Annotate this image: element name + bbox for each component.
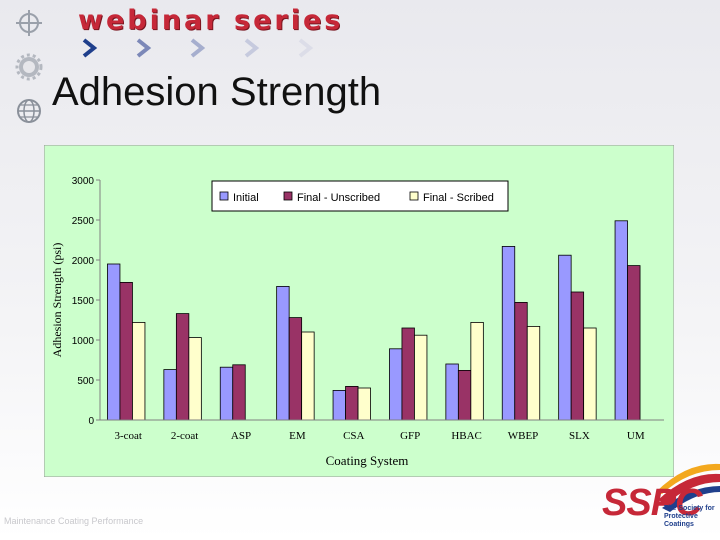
x-tick-label: CSA (343, 430, 364, 442)
crosshair-icon (16, 10, 42, 36)
y-tick-label: 3000 (72, 176, 95, 187)
x-tick-label: UM (627, 430, 645, 442)
x-tick-label: ASP (231, 430, 251, 442)
y-tick-label: 2000 (72, 256, 95, 267)
bar-SLX-2 (570, 291, 585, 421)
bar-ASP-1 (219, 366, 234, 421)
footer-note: Maintenance Coating Performance (4, 516, 144, 526)
x-tick-label: WBEP (508, 430, 539, 442)
legend-label: Final - Unscribed (297, 192, 380, 204)
bar-2-coat-3 (188, 337, 202, 421)
bar-HBAC-2 (457, 369, 472, 421)
bar-GFP-2 (401, 327, 415, 421)
bar-CSA-2 (345, 385, 359, 421)
bar-2-coat-2 (175, 313, 190, 421)
logo-text: SSPC (602, 482, 702, 524)
y-tick-label: 500 (77, 376, 94, 387)
bar-UM-1 (614, 220, 628, 421)
x-tick-label: EM (289, 430, 306, 442)
bar-2-coat-1 (163, 369, 177, 421)
bar-EM-3 (301, 331, 315, 421)
adhesion-chart: 0 500 1000 1500 2000 2500 3000 3-coat 2-coat ASP… (44, 145, 674, 477)
bar-EM-2 (288, 317, 303, 421)
logo-swoosh (656, 463, 720, 512)
x-tick-label: HBAC (451, 430, 482, 442)
legend-box (211, 180, 509, 212)
bar-CSA-3 (357, 387, 371, 421)
legend-swatch (409, 191, 419, 201)
legend-swatch (219, 191, 229, 201)
y-tick-label: 0 (88, 416, 94, 427)
bar-GFP-1 (389, 348, 403, 421)
bar-EM-1 (276, 285, 290, 421)
slide-title: Adhesion Strength (52, 70, 382, 114)
bar-CSA-1 (332, 389, 346, 421)
bar-3-coat-1 (107, 263, 121, 421)
bar-HBAC-1 (445, 363, 459, 421)
logo-subtitle: The Society for Protective Coatings (664, 505, 715, 528)
brand-text: webinar series (78, 5, 344, 36)
bar-HBAC-3 (470, 321, 484, 421)
chevron-right-icon (82, 38, 314, 58)
bar-ASP-2 (232, 364, 246, 421)
x-tick-label: GFP (400, 430, 420, 442)
legend-swatch (283, 191, 293, 201)
bar-SLX-3 (583, 327, 597, 421)
bar-SLX-1 (558, 254, 572, 421)
x-tick-label: 2-coat (171, 430, 198, 442)
x-axis-ticks: 3-coat 2-coat ASP EM CSA GFP HBAC WBEP SLX UM (114, 430, 644, 442)
side-icons (14, 8, 46, 140)
y-tick-label: 1500 (72, 296, 95, 307)
brand-header: webinar series (78, 6, 343, 36)
legend-label: Final - Scribed (423, 192, 494, 204)
y-axis-ticks: 0 500 1000 1500 2000 2500 3000 (72, 176, 100, 427)
x-axis-label: Coating System (326, 453, 409, 468)
bar-WBEP-3 (526, 325, 541, 421)
globe-icon (17, 99, 41, 123)
bar-GFP-3 (414, 334, 428, 421)
bar-WBEP-2 (514, 301, 528, 421)
bar-WBEP-1 (501, 246, 516, 421)
y-tick-label: 2500 (72, 216, 95, 227)
bar-3-coat-2 (119, 281, 133, 421)
bar-UM-2 (627, 265, 641, 421)
gear-icon (15, 53, 43, 81)
x-tick-label: 3-coat (114, 430, 141, 442)
chart-legend: Initial Final - Unscribed Final - Scribed (211, 180, 509, 212)
x-tick-label: SLX (569, 430, 590, 442)
y-axis-label: Adhesion Strength (psi) (50, 243, 64, 358)
bar-3-coat-3 (132, 321, 146, 421)
legend-label: Initial (233, 192, 259, 204)
bar-marks (107, 220, 641, 421)
y-tick-label: 1000 (72, 336, 95, 347)
